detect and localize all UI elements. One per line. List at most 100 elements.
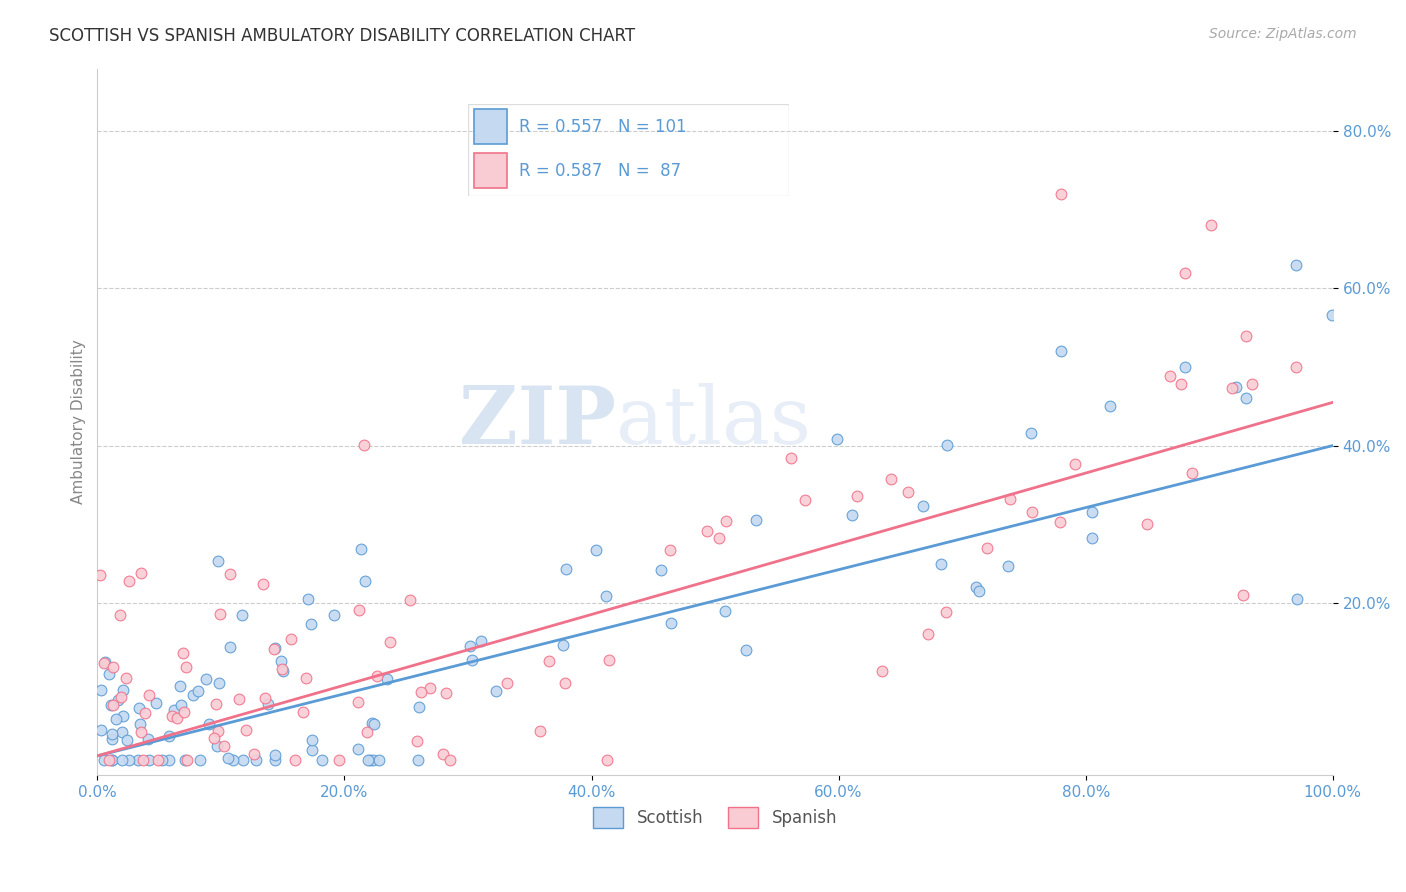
Point [297,591,319,606]
Point [104,712,127,726]
Point [280,632,302,646]
Point [295,671,318,685]
Point [129,717,152,731]
Point [553,638,575,652]
Point [356,724,378,739]
Point [1050,344,1073,359]
Point [245,753,267,767]
Point [825,433,848,447]
Point [929,558,952,572]
Point [1320,308,1343,322]
Text: Source: ZipAtlas.com: Source: ZipAtlas.com [1209,27,1357,41]
Point [353,438,375,452]
Point [263,642,285,657]
Point [347,603,370,617]
Point [212,739,235,754]
Point [235,723,257,737]
Point [131,753,153,767]
Point [183,688,205,702]
Point [935,605,957,619]
Point [361,716,384,731]
Point [264,753,287,767]
Point [292,705,315,719]
Point [1285,258,1308,272]
Point [485,684,508,698]
Point [347,694,370,708]
Point [461,653,484,667]
Point [596,753,619,767]
Point [129,566,152,581]
Point [470,634,492,648]
Point [745,513,768,527]
Point [735,643,758,657]
Point [115,671,138,685]
Point [1050,187,1073,202]
Point [375,673,398,687]
Point [917,627,939,641]
Point [1225,380,1247,394]
Point [1000,491,1022,506]
Point [659,543,682,558]
Point [129,724,152,739]
Point [228,692,250,706]
Point [976,541,998,555]
Point [157,729,180,743]
Point [217,751,239,765]
Point [100,732,122,747]
Point [709,532,731,546]
Point [232,753,254,767]
Point [243,747,266,761]
Point [322,607,344,622]
Point [112,709,135,723]
Point [138,688,160,702]
Point [911,499,934,513]
Point [111,725,134,739]
Point [353,574,375,589]
Point [299,617,322,632]
Point [997,559,1019,574]
Point [103,659,125,673]
Point [1021,505,1043,519]
Point [101,753,124,767]
Point [264,748,287,763]
Point [1099,399,1122,413]
Point [408,700,430,714]
Point [284,753,307,767]
Point [89,567,111,582]
Point [1173,359,1195,374]
Point [134,706,156,720]
Point [136,731,159,746]
Point [598,653,620,667]
Point [841,508,863,523]
Point [897,484,920,499]
Point [1136,517,1159,532]
Point [846,489,869,503]
Point [301,732,323,747]
Point [271,662,294,676]
Point [380,635,402,649]
Point [1170,376,1192,391]
Point [311,753,333,767]
Point [90,723,112,738]
Point [170,698,193,713]
Point [595,589,617,603]
Point [150,753,173,767]
Point [110,753,132,767]
Point [93,656,115,670]
Point [965,580,987,594]
Text: SCOTTISH VS SPANISH AMBULATORY DISABILITY CORRELATION CHART: SCOTTISH VS SPANISH AMBULATORY DISABILIT… [49,27,636,45]
Point [207,723,229,738]
Point [115,733,138,747]
Point [138,753,160,767]
Point [108,607,131,622]
Text: ZIP: ZIP [460,383,616,461]
Point [357,753,380,767]
Point [195,672,218,686]
Point [257,698,280,712]
Point [173,705,195,719]
Point [1159,368,1181,383]
Point [1049,515,1071,529]
Point [349,541,371,556]
Point [1081,505,1104,519]
Point [110,690,132,705]
